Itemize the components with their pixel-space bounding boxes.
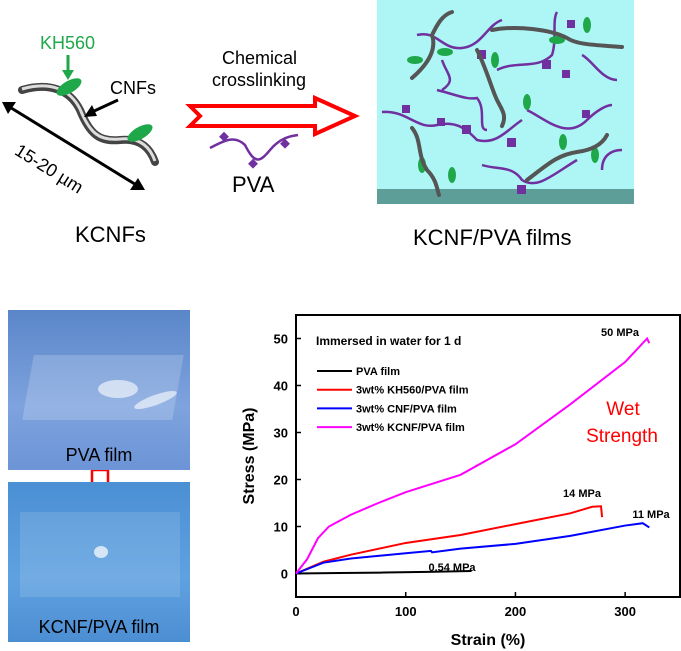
series-line xyxy=(295,569,472,575)
cnfs-label: CNFs xyxy=(110,78,156,98)
film-network xyxy=(377,0,634,204)
x-tick-label: 0 xyxy=(292,604,299,619)
y-tick-label: 20 xyxy=(274,473,288,488)
annotation-wet: Wet xyxy=(606,399,640,420)
pva-film-photo: PVA film xyxy=(8,310,190,470)
x-tick-label: 300 xyxy=(614,604,636,619)
series-peak-label: 11 MPa xyxy=(632,509,670,521)
kh560-blob xyxy=(127,124,153,142)
water-droplets xyxy=(98,380,138,398)
cnfs-arrow xyxy=(91,98,119,114)
series-peak-label: 14 MPa xyxy=(563,488,602,500)
kcnf-pva-film-photo: KCNF/PVA film xyxy=(8,482,190,642)
kh560-label: KH560 xyxy=(40,33,96,53)
reaction-arrow xyxy=(185,94,360,138)
series-peak-label: 0.54 MPa xyxy=(428,562,476,574)
reaction-label-line1: Chemical xyxy=(222,48,298,68)
kcnfs-caption: KCNFs xyxy=(75,222,146,247)
x-axis-label: Strain (%) xyxy=(451,632,526,649)
film-caption: KCNF/PVA films xyxy=(413,225,572,250)
series-peak-label: 50 MPa xyxy=(601,327,640,339)
length-arrow xyxy=(7,104,139,188)
y-tick-label: 0 xyxy=(281,567,288,582)
y-axis-label: Stress (MPa) xyxy=(241,408,258,505)
y-tick-label: 10 xyxy=(274,520,288,535)
x-tick-label: 100 xyxy=(395,604,417,619)
x-tick-label: 200 xyxy=(505,604,527,619)
chart-title: Immersed in water for 1 d xyxy=(316,334,461,348)
kcnf-scheme xyxy=(2,55,360,190)
legend-label: 3wt% CNF/PVA film xyxy=(356,403,457,415)
series-line xyxy=(295,336,651,575)
y-tick-label: 50 xyxy=(274,332,288,347)
plot-frame xyxy=(295,314,681,598)
series-line xyxy=(295,522,650,575)
legend-label: PVA film xyxy=(356,366,400,378)
kcnf-pva-film-caption: KCNF/PVA film xyxy=(38,617,160,637)
reaction-label-line2: crosslinking xyxy=(212,70,307,90)
y-tick-label: 40 xyxy=(274,379,288,394)
kh560-blob xyxy=(56,78,82,96)
series-line xyxy=(295,505,604,575)
pva-chain xyxy=(209,133,299,161)
water-droplet xyxy=(94,546,108,558)
legend-label: 3wt% KCNF/PVA film xyxy=(356,422,465,434)
pva-label: PVA xyxy=(232,172,275,197)
legend-label: 3wt% KH560/PVA film xyxy=(356,385,469,397)
pva-film-caption: PVA film xyxy=(65,445,133,465)
annotation-strength: Strength xyxy=(586,426,658,447)
y-tick-label: 30 xyxy=(274,426,288,441)
